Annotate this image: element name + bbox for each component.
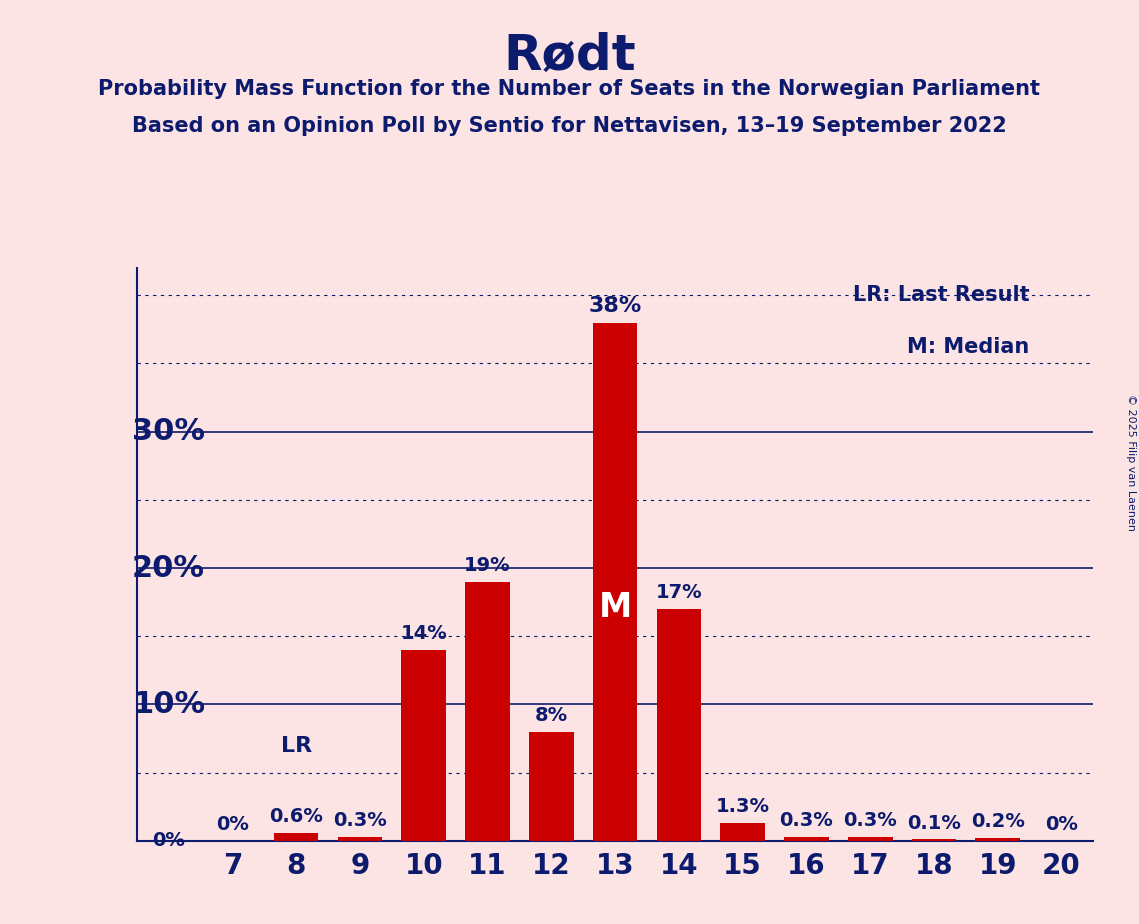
- Bar: [592, 322, 638, 841]
- Bar: [337, 837, 383, 841]
- Text: 10%: 10%: [132, 690, 205, 719]
- Text: 0.3%: 0.3%: [843, 811, 898, 830]
- Bar: [847, 837, 893, 841]
- Text: 17%: 17%: [656, 583, 702, 602]
- Text: 0.2%: 0.2%: [970, 812, 1025, 832]
- Bar: [975, 838, 1021, 841]
- Bar: [401, 650, 446, 841]
- Text: 1.3%: 1.3%: [715, 797, 770, 816]
- Text: 14%: 14%: [400, 624, 448, 643]
- Text: M: M: [598, 591, 632, 624]
- Text: 8%: 8%: [534, 706, 568, 725]
- Text: 0.6%: 0.6%: [269, 807, 323, 826]
- Text: 0%: 0%: [216, 815, 248, 834]
- Text: 20%: 20%: [132, 553, 205, 582]
- Text: 0.3%: 0.3%: [333, 811, 387, 830]
- Text: 0%: 0%: [1046, 815, 1077, 834]
- Text: Probability Mass Function for the Number of Seats in the Norwegian Parliament: Probability Mass Function for the Number…: [98, 79, 1041, 99]
- Bar: [528, 732, 574, 841]
- Text: 0.3%: 0.3%: [779, 811, 834, 830]
- Bar: [784, 837, 829, 841]
- Text: M: Median: M: Median: [908, 336, 1030, 357]
- Bar: [273, 833, 319, 841]
- Text: Rødt: Rødt: [503, 32, 636, 80]
- Text: LR: LR: [280, 736, 312, 756]
- Text: LR: Last Result: LR: Last Result: [853, 286, 1030, 305]
- Text: © 2025 Filip van Laenen: © 2025 Filip van Laenen: [1126, 394, 1136, 530]
- Text: Based on an Opinion Poll by Sentio for Nettavisen, 13–19 September 2022: Based on an Opinion Poll by Sentio for N…: [132, 116, 1007, 136]
- Text: 30%: 30%: [132, 417, 205, 446]
- Bar: [911, 840, 957, 841]
- Text: 0%: 0%: [153, 832, 185, 850]
- Text: 38%: 38%: [589, 296, 641, 316]
- Bar: [656, 609, 702, 841]
- Text: 0.1%: 0.1%: [907, 814, 961, 833]
- Bar: [465, 582, 510, 841]
- Bar: [720, 823, 765, 841]
- Text: 19%: 19%: [465, 556, 510, 575]
